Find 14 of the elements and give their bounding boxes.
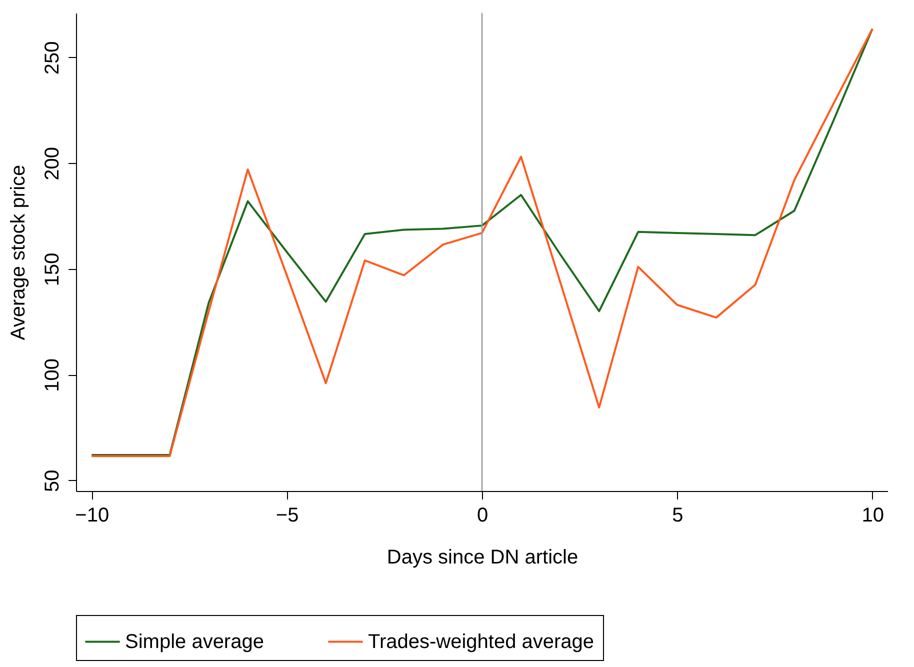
x-tick-label: 0 xyxy=(476,504,488,526)
x-tick-label: −10 xyxy=(75,504,110,526)
x-axis-title: Days since DN article xyxy=(386,546,578,568)
x-tick-label: −5 xyxy=(276,504,299,526)
y-tick-label: 150 xyxy=(42,252,64,286)
legend-label: Simple average xyxy=(125,630,264,653)
y-tick-label: 200 xyxy=(42,146,64,180)
y-tick-label: 250 xyxy=(42,41,64,75)
x-tick-label: 5 xyxy=(672,504,684,526)
y-tick-label: 100 xyxy=(42,358,64,392)
legend-label: Trades-weighted average xyxy=(368,630,594,653)
y-tick-label: 50 xyxy=(42,470,64,492)
y-axis-title: Average stock price xyxy=(8,164,30,340)
x-tick-label: 10 xyxy=(862,504,884,526)
